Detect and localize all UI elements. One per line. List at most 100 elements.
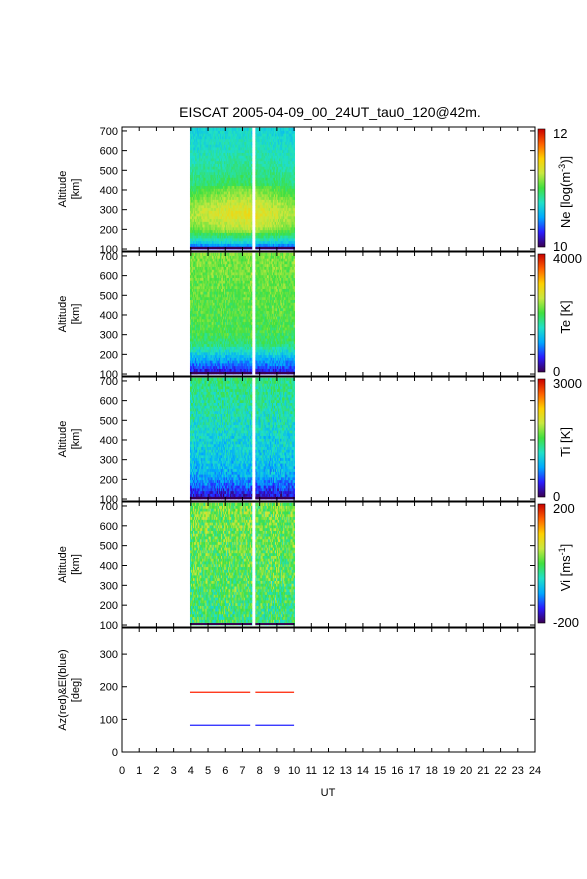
heatmap-cell xyxy=(189,141,192,145)
heatmap-cell xyxy=(204,240,206,244)
heatmap-cell xyxy=(250,238,253,242)
heatmap-cell xyxy=(211,182,214,187)
heatmap-cell xyxy=(216,188,219,192)
heatmap-cell xyxy=(216,144,219,148)
heatmap-cell xyxy=(196,144,198,148)
heatmap-cell xyxy=(227,138,229,142)
heatmap-cell xyxy=(232,138,234,142)
heatmap-cell xyxy=(204,193,206,198)
heatmap-cell xyxy=(219,147,222,151)
heatmap-cell xyxy=(213,174,216,178)
heatmap-cell xyxy=(198,207,200,211)
heatmap-cell xyxy=(227,218,229,222)
heatmap-cell xyxy=(215,191,218,195)
heatmap-cell xyxy=(191,243,193,247)
heatmap-cell xyxy=(227,133,229,137)
heatmap-cell xyxy=(214,174,217,178)
heatmap-cell xyxy=(217,204,220,209)
heatmap-cell xyxy=(224,158,226,162)
heatmap-cell xyxy=(234,199,236,203)
heatmap-cell xyxy=(189,202,192,206)
heatmap-cell xyxy=(221,202,224,206)
heatmap-cell xyxy=(195,169,197,173)
heatmap-cell xyxy=(217,235,220,239)
heatmap-cell xyxy=(230,141,232,145)
heatmap-cell xyxy=(225,171,227,176)
heatmap-cell xyxy=(197,180,199,184)
heatmap-cell xyxy=(221,204,224,209)
heatmap-cell xyxy=(213,229,216,233)
heatmap-cell xyxy=(207,166,209,170)
heatmap-cell xyxy=(293,210,295,214)
heatmap-cell xyxy=(217,238,220,242)
heatmap-cell xyxy=(231,141,233,145)
heatmap-cell xyxy=(225,235,227,239)
heatmap-cell xyxy=(199,193,201,198)
heatmap-cell xyxy=(227,185,229,189)
heatmap-cell xyxy=(250,218,253,222)
heatmap-cell xyxy=(195,166,197,170)
heatmap-cell xyxy=(215,196,218,200)
heatmap-cell xyxy=(224,188,226,192)
heatmap-cell xyxy=(229,166,231,170)
heatmap-cell xyxy=(224,138,226,142)
heatmap-cell xyxy=(202,213,204,217)
heatmap-cell xyxy=(204,238,206,242)
heatmap-cell xyxy=(227,202,229,206)
heatmap-cell xyxy=(218,147,221,151)
heatmap-cell xyxy=(209,196,212,200)
heatmap-cell xyxy=(218,177,221,181)
heatmap-cell xyxy=(219,182,222,187)
heatmap-cell xyxy=(250,221,253,225)
heatmap-cell xyxy=(220,160,223,165)
heatmap-cell xyxy=(199,224,201,228)
heatmap-cell xyxy=(228,238,230,242)
heatmap-cell xyxy=(219,232,222,236)
heatmap-cell xyxy=(223,191,225,195)
heatmap-cell xyxy=(195,130,197,134)
heatmap-cell xyxy=(218,158,221,162)
heatmap-cell xyxy=(210,188,213,192)
colorbar-label-part: Ne [log(m xyxy=(558,172,573,228)
heatmap-cell xyxy=(229,127,231,131)
heatmap-cell xyxy=(211,166,214,170)
heatmap-cell xyxy=(216,235,219,239)
heatmap-cell xyxy=(191,130,193,134)
heatmap-cell xyxy=(203,152,205,156)
heatmap-cell xyxy=(212,174,215,178)
heatmap-cell xyxy=(221,138,224,142)
heatmap-cell xyxy=(207,193,209,198)
heatmap-cell xyxy=(234,138,236,142)
heatmap-cell xyxy=(204,191,206,195)
heatmap-cell xyxy=(212,240,215,244)
heatmap-cell xyxy=(209,224,212,228)
heatmap-cell xyxy=(206,138,208,142)
heatmap-cell xyxy=(214,207,217,211)
heatmap-cell xyxy=(219,229,222,233)
heatmap-cell xyxy=(216,193,219,198)
heatmap-cell xyxy=(231,127,233,131)
heatmap-cell xyxy=(201,127,203,131)
heatmap-cell xyxy=(212,127,215,131)
heatmap-cell xyxy=(224,224,226,228)
heatmap-cell xyxy=(227,215,229,220)
heatmap-cell xyxy=(213,147,216,151)
heatmap-cell xyxy=(197,149,199,153)
heatmap-cell xyxy=(198,136,200,140)
heatmap-cell xyxy=(193,130,195,134)
heatmap-cell xyxy=(202,202,204,206)
heatmap-cell xyxy=(221,196,224,200)
heatmap-cell xyxy=(200,166,202,170)
heatmap-cell xyxy=(220,196,223,200)
heatmap-cell xyxy=(206,213,208,217)
heatmap-cell xyxy=(233,174,235,178)
heatmap-cell xyxy=(200,147,202,151)
heatmap-cell xyxy=(208,185,210,189)
heatmap-cell xyxy=(210,163,213,167)
heatmap-cell xyxy=(231,235,233,239)
heatmap-cell xyxy=(202,232,204,236)
heatmap-cell xyxy=(217,155,220,159)
heatmap-cell xyxy=(195,147,197,151)
heatmap-cell xyxy=(224,166,226,170)
heatmap-cell xyxy=(200,232,202,236)
